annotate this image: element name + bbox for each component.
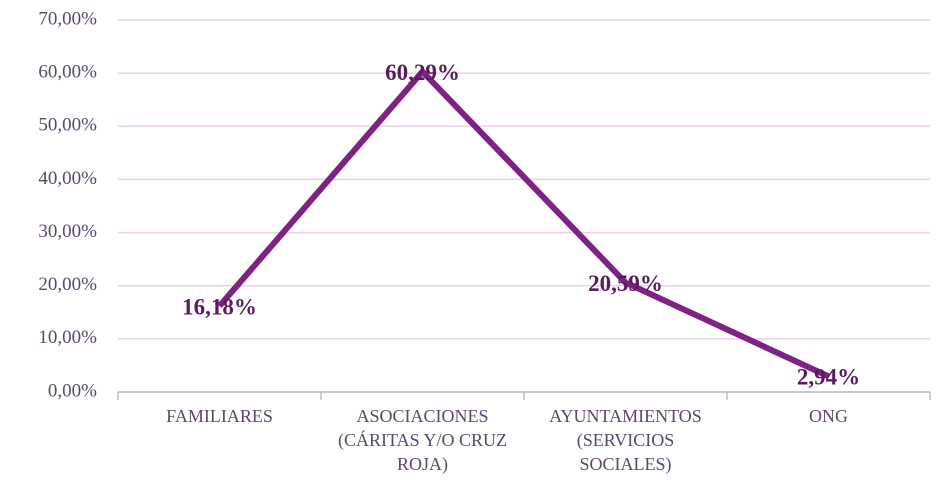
x-tick-label: FAMILIARES xyxy=(166,406,273,426)
y-tick-label: 70,00% xyxy=(38,8,97,29)
y-tick-label: 50,00% xyxy=(38,115,97,136)
y-tick-label: 20,00% xyxy=(38,274,97,295)
data-label: 16,18% xyxy=(182,294,257,319)
x-tick-label: ONG xyxy=(809,406,848,426)
y-tick-label: 10,00% xyxy=(38,327,97,348)
data-label: 60,29% xyxy=(385,60,460,85)
x-tick-label: ASOCIACIONES (CÁRITAS Y/O CRUZ ROJA) xyxy=(338,406,507,474)
data-label: 20,59% xyxy=(588,271,663,296)
line xyxy=(217,68,830,380)
y-tick-label: 60,00% xyxy=(38,62,97,83)
y-tick-label: 30,00% xyxy=(38,221,97,242)
y-tick-label: 0,00% xyxy=(48,380,97,401)
data-label: 2,94% xyxy=(797,365,860,390)
x-tick-label: AYUNTAMIENTOS (SERVICIOS SOCIALES) xyxy=(549,406,702,474)
y-tick-label: 40,00% xyxy=(38,168,97,189)
